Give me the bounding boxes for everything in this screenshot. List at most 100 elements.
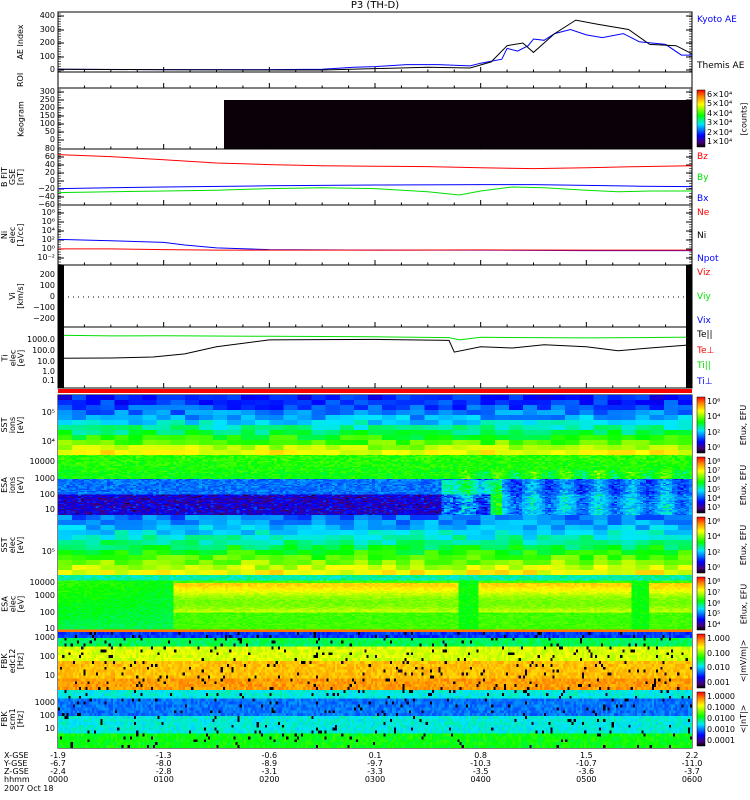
sst_i-colorbar-label: 10⁶	[707, 397, 721, 406]
vi-ytick-label: 200	[39, 270, 55, 279]
fbk1-ytick-label: 10	[44, 671, 55, 680]
ti-legend-2: Ti||	[697, 361, 711, 372]
esa_i-colorbar-label: 10⁶	[707, 475, 721, 485]
keo-ytick-label: 250	[39, 95, 55, 104]
fbk1-colorbar-unit: <|mV/m|>	[739, 639, 748, 683]
ti-ylabel: [eV]	[16, 349, 25, 366]
b-ytick-label: 20	[44, 168, 55, 177]
b-panel-frame	[57, 148, 693, 206]
vi-legend-0: Viz	[697, 268, 711, 278]
fbk1-colorbar-label: 0.100	[707, 648, 730, 658]
esa_e-ytick-label: 10000	[29, 578, 55, 587]
b-legend-0: Bz	[697, 152, 708, 162]
vi-ytick-label: −200	[33, 314, 55, 323]
vi-ylabel: [km/s]	[16, 283, 25, 309]
ae-ytick-label: 400	[39, 11, 55, 20]
b-ytick-label: −20	[38, 184, 55, 193]
esa_e-colorbar-unit: Eflux, EFU	[739, 583, 748, 624]
roi-ylabel: ROI	[16, 72, 25, 87]
ti-ytick-label: 1.0	[42, 367, 55, 376]
sst_i-ytick-label: 10⁴	[41, 437, 55, 446]
keo-colorbar	[696, 89, 706, 148]
fbk2-colorbar	[696, 691, 706, 747]
axis-value-hhmm: 0300	[364, 775, 386, 784]
axis-value-x-gse: 1.5	[579, 751, 593, 760]
sst_e-colorbar	[696, 516, 706, 574]
fbk1-ytick-label: 1000	[34, 633, 55, 642]
axis-value-y-gse: -11.0	[681, 759, 703, 768]
axis-value-x-gse: -1.9	[50, 751, 66, 760]
esa-i-spectrogram	[58, 455, 692, 515]
b-ytick-label: 80	[44, 144, 55, 153]
ti-ytick-label: 0.1	[42, 376, 55, 385]
keo-colorbar-label: 4×10⁴	[707, 108, 733, 118]
esa_i-ylabel: [eV]	[16, 476, 25, 494]
sst_e-colorbar-label: 10⁶	[707, 517, 721, 526]
kyoto-ae-line	[57, 28, 692, 71]
axis-value-hhmm: 0200	[259, 775, 280, 784]
bx-line	[57, 184, 693, 190]
sst_e-colorbar-label: 10⁴	[707, 532, 721, 542]
ae-legend-1: Themis AE	[697, 61, 745, 71]
fbk2-ytick-label: 1000	[34, 698, 55, 707]
axis-value-hhmm: 0000	[47, 775, 69, 784]
npot-line	[57, 238, 692, 252]
sst-e-spectrogram	[58, 515, 692, 575]
sst_e-ytick-label: 10⁵	[41, 547, 55, 556]
b-ytick-label: 0	[49, 176, 55, 185]
b-ytick-label: 60	[44, 152, 55, 161]
fbk1-colorbar-label: 0.010	[707, 663, 730, 673]
fbk2-ytick-label: 10	[44, 724, 55, 733]
sst_i-colorbar-label: 10⁴	[707, 412, 721, 422]
axis-value-y-gse: -10.3	[470, 759, 491, 768]
keo-ytick-label: 100	[39, 119, 55, 128]
axis-date: 2007 Oct 18	[4, 784, 54, 793]
bz-line	[57, 154, 693, 170]
keo-colorbar-unit: [counts]	[739, 102, 748, 135]
plot-title: P3 (TH-D)	[350, 0, 400, 11]
b-ytick-label: −60	[38, 200, 55, 209]
ni-ylabel: [1/cc]	[16, 223, 25, 247]
axis-value-y-gse: -9.7	[367, 759, 383, 768]
sst_e-colorbar-label: 10²	[707, 547, 721, 557]
ni-ytick-label: 10⁰	[41, 244, 55, 253]
sst_i-colorbar-label: 10²	[707, 427, 721, 437]
esa_e-ylabel: [eV]	[16, 595, 25, 612]
axis-value-x-gse: -0.6	[261, 751, 278, 760]
axis-value-z-gse: -3.7	[684, 767, 700, 776]
themis-ae-line	[57, 19, 693, 71]
keo-ytick-label: 150	[39, 111, 55, 120]
sst_i-colorbar-label: 10⁰	[707, 443, 721, 452]
axis-value-z-gse: -2.4	[50, 767, 66, 776]
fbk2-spectrogram	[58, 690, 692, 748]
b-ytick-label: −40	[38, 192, 55, 201]
esa_i-colorbar-label: 10³	[707, 503, 721, 512]
axis-value-z-gse: -2.8	[155, 767, 172, 776]
esa_e-ytick-label: 10	[44, 624, 55, 633]
keo-ytick-label: 0	[49, 135, 55, 144]
fbk2-colorbar-label: 0.0010	[707, 725, 735, 734]
vi-legend-1: Viy	[697, 292, 711, 302]
esa_e-colorbar-label: 10⁵	[707, 609, 721, 619]
keo-colorbar-label: 5×10⁴	[707, 99, 733, 109]
te--line	[57, 338, 693, 359]
ae-ytick-label: 200	[39, 38, 55, 47]
fbk1-spectrogram	[58, 632, 692, 690]
axis-value-z-gse: -3.3	[367, 767, 383, 776]
sst_e-ylabel: [eV]	[16, 536, 25, 554]
keo-colorbar-label: 2×10⁴	[707, 127, 733, 137]
b-ytick-label: 40	[44, 160, 55, 169]
ni-legend-1: Ni	[697, 231, 707, 241]
axis-value-hhmm: 0400	[470, 775, 491, 784]
fbk2-ytick-label: 100	[39, 711, 55, 720]
axis-value-z-gse: -3.1	[261, 767, 278, 776]
esa_e-ytick-label: 100	[39, 608, 55, 617]
b-ylabel: [nT]	[16, 168, 25, 186]
sst_i-colorbar	[696, 396, 706, 454]
esa_i-colorbar-label: 10⁵	[707, 484, 721, 494]
ae-ytick-label: 0	[49, 65, 55, 74]
sst-i-spectrogram	[58, 395, 692, 455]
axis-value-x-gse: -1.3	[155, 751, 172, 760]
esa_i-ytick-label: 100	[39, 490, 55, 499]
